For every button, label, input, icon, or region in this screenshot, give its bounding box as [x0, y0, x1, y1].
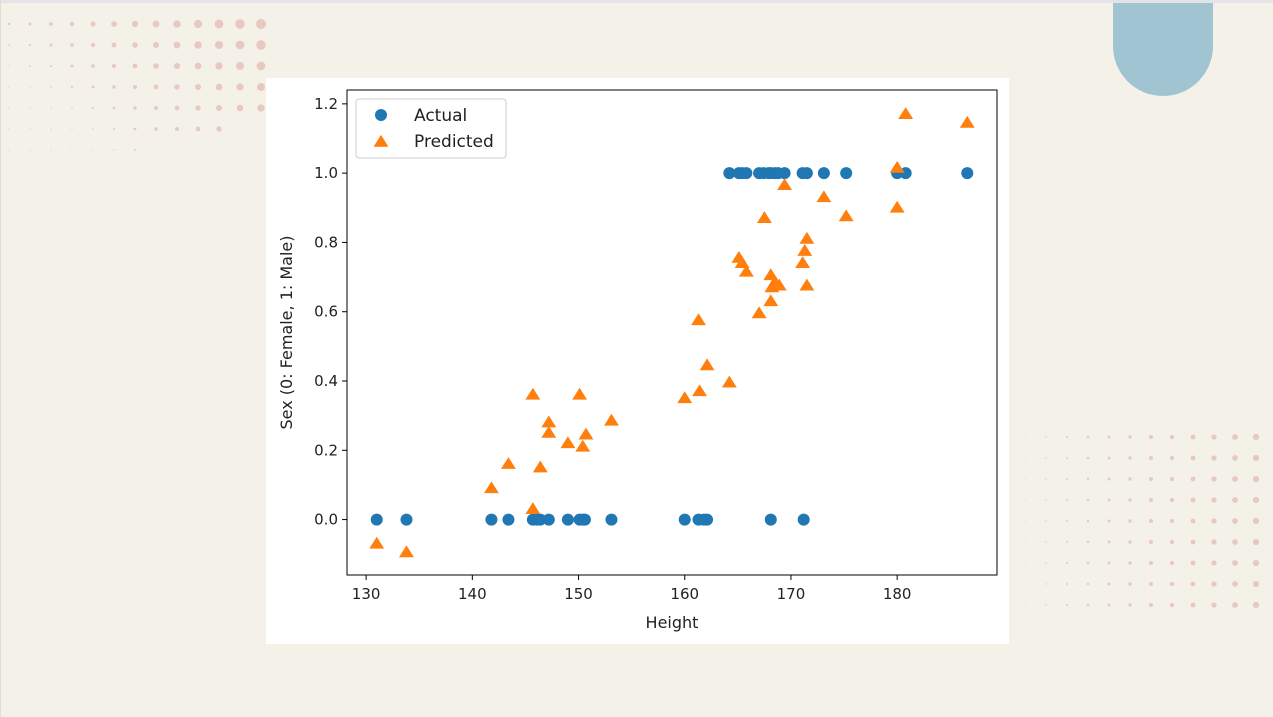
x-tick-label: 150 [564, 585, 593, 603]
actual-point [723, 167, 736, 180]
predicted-point [763, 294, 779, 307]
predicted-point [525, 387, 541, 400]
legend-predicted-marker [373, 134, 389, 147]
y-tick-label: 1.2 [314, 95, 338, 113]
actual-point [400, 513, 413, 526]
predicted-point [721, 375, 737, 388]
actual-point [764, 513, 777, 526]
predicted-point [575, 439, 591, 452]
predicted-point [699, 358, 715, 371]
legend-box [355, 98, 507, 159]
actual-point [817, 167, 830, 180]
actual-point [840, 167, 853, 180]
y-axis-label: Sex (0: Female, 1: Male) [277, 236, 296, 430]
decorative-pill-shape [1113, 3, 1213, 96]
y-tick-label: 0.2 [314, 441, 338, 459]
legend-predicted-label: Predicted [414, 132, 494, 152]
actual-point [701, 513, 714, 526]
actual-point [578, 513, 591, 526]
predicted-point [578, 427, 594, 440]
predicted-point [738, 264, 754, 277]
y-tick-label: 0.0 [314, 511, 338, 529]
actual-point [534, 513, 547, 526]
predicted-point [692, 384, 708, 397]
actual-point [740, 167, 753, 180]
predicted-point [369, 536, 385, 549]
actual-point [778, 167, 791, 180]
chart-figure: 130 140 150 160 170 180 0.0 0.2 0.4 0.6 0.8 1.0 1.2 … [266, 78, 1009, 644]
actual-point [370, 513, 383, 526]
decorative-dot-grid-top-left [7, 18, 267, 152]
predicted-point [525, 502, 541, 514]
legend-actual-label: Actual [414, 106, 467, 126]
predicted-point [777, 178, 793, 191]
axis-ticks: 130 140 150 160 170 180 0.0 0.2 0.4 0.6 0.8 1.0 1.2 [314, 95, 911, 603]
y-tick-label: 0.4 [314, 372, 338, 390]
legend-actual-marker [375, 109, 387, 121]
actual-point [800, 167, 813, 180]
predicted-point [541, 415, 557, 428]
plot-frame [346, 89, 998, 576]
predicted-point [771, 278, 787, 291]
actual-point [797, 513, 810, 526]
legend: Actual Predicted [355, 98, 507, 159]
left-edge [0, 0, 1, 717]
scatter-chart: 130 140 150 160 170 1800.00.20.40.60.81.01.2 … [277, 89, 998, 632]
actual-point [605, 513, 618, 526]
actual-point [502, 513, 515, 526]
y-tick-label: 1.0 [314, 164, 338, 182]
predicted-point [898, 107, 914, 120]
predicted-point [691, 313, 706, 326]
predicted-point [734, 256, 750, 269]
predicted-point [799, 231, 815, 244]
x-tick-label: 160 [670, 585, 699, 603]
predicted-point [532, 460, 548, 473]
x-axis-label: Height [646, 613, 699, 632]
predicted-point [604, 413, 619, 426]
predicted-point [959, 115, 975, 128]
predicted-point [399, 545, 414, 558]
predicted-point [677, 391, 693, 404]
predicted-point [797, 244, 813, 256]
predicted-point [751, 306, 767, 319]
actual-point [485, 513, 498, 526]
top-edge [0, 0, 1273, 3]
predicted-point [541, 425, 557, 438]
actual-point [678, 513, 691, 526]
predicted-point [560, 436, 576, 449]
predicted-point [838, 209, 854, 222]
y-tick-label: 0.8 [314, 233, 338, 251]
predicted-point [572, 387, 588, 400]
x-tick-label: 170 [777, 585, 806, 603]
x-tick-label: 180 [883, 585, 912, 603]
y-tick-label: 0.6 [314, 303, 338, 321]
x-tick-label: 130 [352, 585, 381, 603]
predicted-point [889, 200, 905, 213]
predicted-point [795, 256, 811, 269]
predicted-point [484, 481, 499, 494]
predicted-point [756, 211, 772, 223]
x-tick-label: 140 [458, 585, 487, 603]
predicted-point [500, 457, 516, 469]
actual-point [542, 513, 555, 526]
data-marks [369, 107, 975, 558]
predicted-point [799, 278, 815, 291]
actual-point [561, 513, 574, 526]
predicted-point [816, 190, 832, 203]
predicted-point [889, 160, 905, 173]
actual-point [961, 167, 974, 180]
